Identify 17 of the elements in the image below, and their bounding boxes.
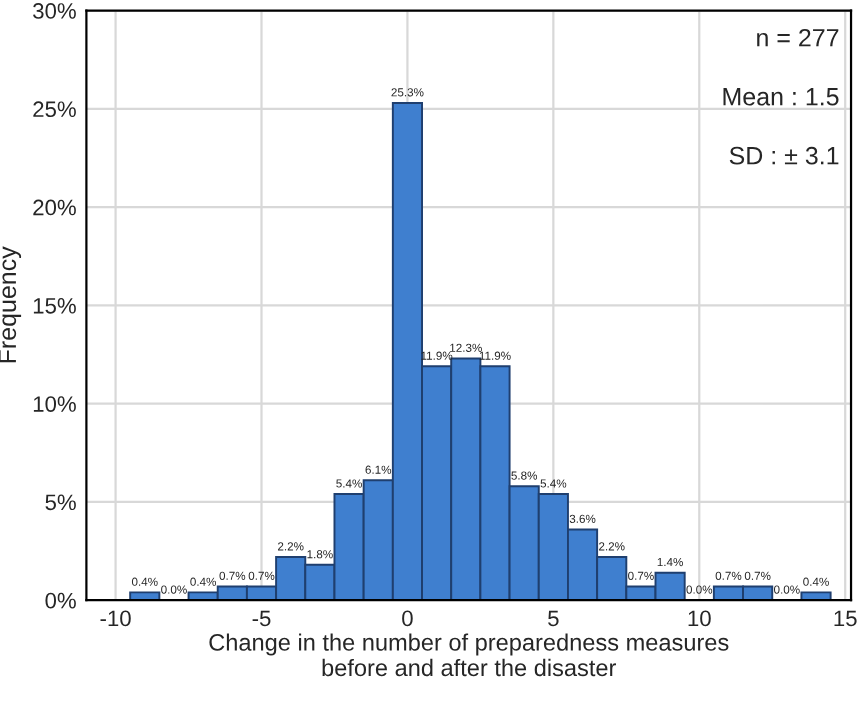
- x-axis-title: Change in the number of preparedness measures before and after the disaster: [209, 633, 729, 677]
- y-tick-label: 30%: [33, 3, 76, 19]
- y-tick-label: 0%: [45, 592, 76, 609]
- annotation: SD : ± 3.1: [729, 146, 839, 165]
- annotation: Mean : 1.5: [723, 88, 839, 106]
- y-tick-label: 10%: [33, 396, 76, 412]
- annotation: n = 277: [757, 28, 839, 47]
- y-tick-label: 20%: [33, 199, 76, 216]
- x-tick-label: 10: [688, 610, 711, 627]
- x-tick-label: 15: [834, 610, 857, 627]
- x-tick-label: -10: [100, 610, 131, 627]
- y-tick-label: 25%: [33, 101, 76, 118]
- x-tick-label: -5: [252, 610, 271, 627]
- x-tick-label: 5: [548, 610, 559, 627]
- y-tick-label: 5%: [45, 494, 76, 511]
- x-tick-label: 0: [402, 610, 413, 627]
- y-tick-label: 15%: [33, 298, 76, 314]
